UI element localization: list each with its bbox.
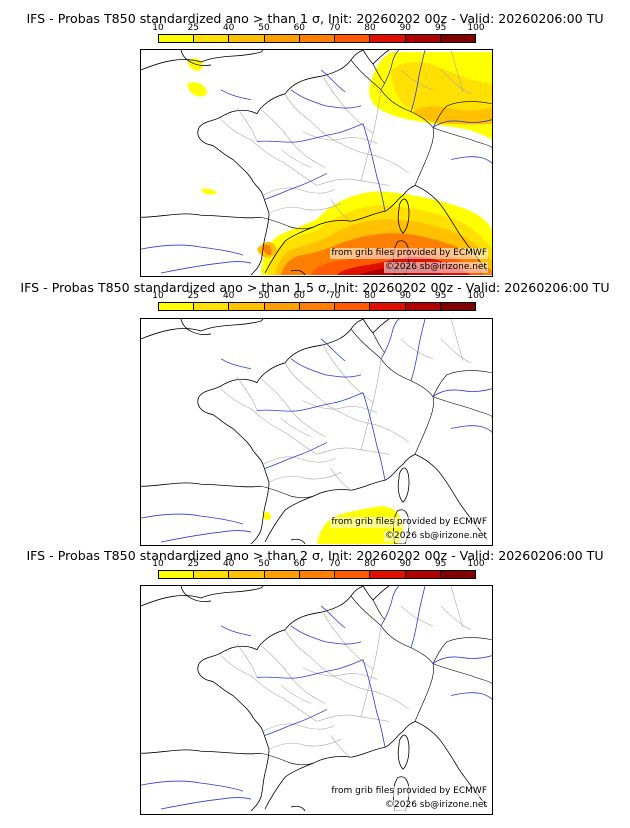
colorbar-swatch <box>335 571 371 578</box>
probability-field <box>187 51 492 275</box>
colorbar-label: 95 <box>434 559 447 569</box>
colorbar-label: 80 <box>364 291 376 301</box>
panel-title: IFS - Probas T850 standardized ano > tha… <box>26 548 604 563</box>
map-geography <box>141 586 492 811</box>
colorbar-swatch <box>370 571 406 578</box>
probability-map: from grib files provided by ECMWF ©2026 … <box>140 49 493 277</box>
colorbar-swatch <box>440 303 475 310</box>
colorbar-label: 100 <box>467 559 485 569</box>
colorbar-label: 80 <box>364 23 376 33</box>
data-source-credit: from grib files provided by ECMWF <box>330 786 488 797</box>
colorbar-swatch <box>335 35 371 42</box>
panel-title: IFS - Probas T850 standardized ano > tha… <box>26 11 604 26</box>
panel-title: IFS - Probas T850 standardized ano > tha… <box>20 280 610 295</box>
colorbar-label: 95 <box>434 291 447 301</box>
colorbar-label: 10 <box>152 23 164 33</box>
map-canvas <box>141 586 492 811</box>
colorbar-label: 70 <box>328 23 341 33</box>
colorbar-label: 60 <box>293 559 306 569</box>
colorbar-label: 10 <box>152 291 164 301</box>
colorbar-label: 60 <box>293 291 306 301</box>
colorbar-swatch <box>159 303 195 310</box>
colorbar-label: 25 <box>187 559 200 569</box>
colorbar-swatch <box>299 35 336 42</box>
colorbar-label: 50 <box>258 291 270 301</box>
colorbar-label: 25 <box>187 23 200 33</box>
copyright-credit: ©2026 sb@irizone.net <box>384 800 488 811</box>
colorbar-swatch <box>229 35 265 42</box>
data-source-credit: from grib files provided by ECMWF <box>330 517 488 528</box>
panel-2sigma: IFS - Probas T850 standardized ano > tha… <box>0 547 630 828</box>
colorbar-label: 90 <box>399 559 412 569</box>
colorbar-label: 25 <box>187 291 200 301</box>
colorbar: 10 25 40 50 60 70 80 90 95 100 <box>152 559 485 585</box>
colorbar-swatch <box>264 303 300 310</box>
colorbar: 10 25 40 50 60 70 80 90 95 100 <box>152 23 485 49</box>
colorbar-swatch <box>159 571 195 578</box>
copyright-credit: ©2026 sb@irizone.net <box>384 531 488 542</box>
colorbar-swatch <box>370 35 406 42</box>
map-canvas <box>141 319 492 544</box>
colorbar-swatch <box>370 303 406 310</box>
colorbar-label: 70 <box>328 559 341 569</box>
colorbar-label: 60 <box>293 23 306 33</box>
colorbar-swatch <box>405 303 441 310</box>
colorbar-swatch <box>440 571 475 578</box>
colorbar-label: 40 <box>222 559 235 569</box>
colorbar-swatch <box>299 303 336 310</box>
colorbar-label: 100 <box>467 23 485 33</box>
colorbar-swatch <box>299 571 336 578</box>
colorbar-swatch <box>229 571 265 578</box>
panel-1sigma: IFS - Probas T850 standardized ano > tha… <box>0 0 630 277</box>
colorbar-label: 95 <box>434 23 447 33</box>
colorbar-swatch <box>440 35 475 42</box>
colorbar-swatch <box>194 571 230 578</box>
copyright-credit: ©2026 sb@irizone.net <box>384 262 488 273</box>
colorbar-swatches <box>158 570 476 579</box>
colorbar-label: 10 <box>152 559 164 569</box>
colorbar-swatch <box>194 303 230 310</box>
colorbar-swatches <box>158 302 476 311</box>
colorbar-label: 90 <box>399 291 412 301</box>
colorbar-label: 100 <box>467 291 485 301</box>
colorbar-swatch <box>405 571 441 578</box>
colorbar-label: 50 <box>258 23 270 33</box>
colorbar: 10 25 40 50 60 70 80 90 95 100 <box>152 291 485 317</box>
colorbar-label: 40 <box>222 291 235 301</box>
colorbar-label: 40 <box>222 23 235 33</box>
panel-1-5sigma: IFS - Probas T850 standardized ano > tha… <box>0 277 630 547</box>
colorbar-swatches <box>158 34 476 43</box>
map-canvas <box>141 50 492 275</box>
colorbar-swatch <box>229 303 265 310</box>
colorbar-swatch <box>159 35 195 42</box>
colorbar-swatch <box>194 35 230 42</box>
colorbar-swatch <box>264 35 300 42</box>
colorbar-swatch <box>405 35 441 42</box>
probability-map: from grib files provided by ECMWF ©2026 … <box>140 585 493 815</box>
map-geography <box>141 319 492 544</box>
colorbar-swatch <box>264 571 300 578</box>
colorbar-label: 50 <box>258 559 270 569</box>
data-source-credit: from grib files provided by ECMWF <box>330 248 488 259</box>
probability-map: from grib files provided by ECMWF ©2026 … <box>140 318 493 546</box>
colorbar-swatch <box>335 303 371 310</box>
colorbar-label: 70 <box>328 291 341 301</box>
colorbar-label: 90 <box>399 23 412 33</box>
colorbar-label: 80 <box>364 559 376 569</box>
